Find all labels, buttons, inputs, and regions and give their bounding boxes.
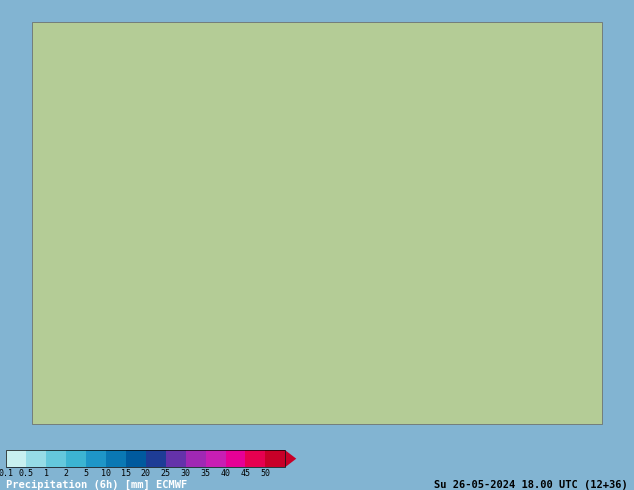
Bar xyxy=(266,450,285,467)
Text: 2: 2 xyxy=(63,469,68,478)
Bar xyxy=(86,450,106,467)
Text: 35: 35 xyxy=(200,469,210,478)
Text: 50: 50 xyxy=(261,469,270,478)
Bar xyxy=(126,450,146,467)
Bar xyxy=(205,450,226,467)
Bar xyxy=(26,450,46,467)
Bar xyxy=(186,450,205,467)
Text: 5: 5 xyxy=(84,469,89,478)
Text: 45: 45 xyxy=(240,469,250,478)
Text: 0.5: 0.5 xyxy=(19,469,34,478)
Text: Su 26-05-2024 18.00 UTC (12+36): Su 26-05-2024 18.00 UTC (12+36) xyxy=(434,480,628,490)
Bar xyxy=(6,450,26,467)
Bar xyxy=(146,450,165,467)
Text: 25: 25 xyxy=(161,469,171,478)
Text: 0.1: 0.1 xyxy=(0,469,14,478)
Text: 40: 40 xyxy=(221,469,231,478)
Text: 30: 30 xyxy=(181,469,191,478)
Polygon shape xyxy=(32,22,602,423)
Polygon shape xyxy=(285,450,296,467)
Text: 15: 15 xyxy=(121,469,131,478)
Bar xyxy=(245,450,266,467)
Text: Precipitation (6h) [mm] ECMWF: Precipitation (6h) [mm] ECMWF xyxy=(6,480,188,490)
Bar xyxy=(106,450,126,467)
Bar xyxy=(46,450,66,467)
Text: 20: 20 xyxy=(141,469,151,478)
Text: 1: 1 xyxy=(44,469,49,478)
Bar xyxy=(66,450,86,467)
Text: 10: 10 xyxy=(101,469,111,478)
Bar xyxy=(6,450,285,467)
Bar xyxy=(165,450,186,467)
Bar xyxy=(226,450,245,467)
